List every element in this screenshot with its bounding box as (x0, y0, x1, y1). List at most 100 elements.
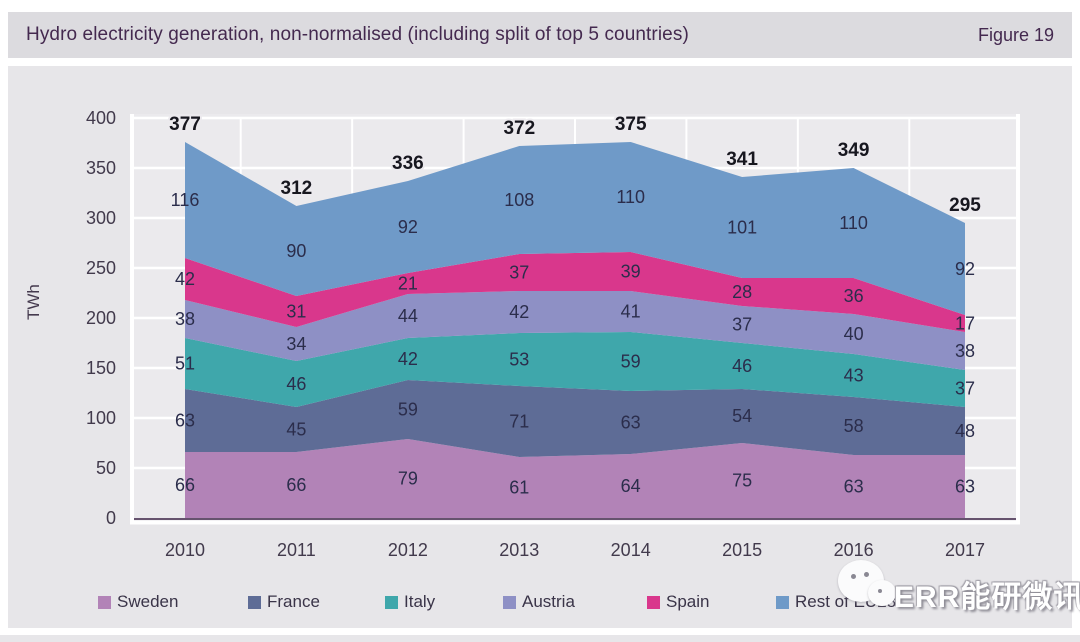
value-label: 28 (732, 282, 752, 302)
total-label: 375 (615, 114, 647, 135)
value-label: 21 (398, 274, 418, 294)
value-label: 63 (175, 411, 195, 431)
value-label: 63 (621, 413, 641, 433)
page-title: Hydro electricity generation, non-normal… (26, 24, 689, 45)
value-label: 64 (621, 476, 641, 496)
value-label: 45 (286, 420, 306, 440)
legend-label: Spain (666, 592, 710, 611)
area-italy (185, 332, 965, 407)
value-label: 51 (175, 354, 195, 374)
value-label: 110 (616, 187, 645, 207)
watermark-text: ERR能研微讯 (894, 581, 1080, 614)
legend-swatch-icon (647, 595, 660, 609)
value-label: 44 (398, 306, 418, 326)
y-tick-label: 0 (106, 508, 116, 528)
value-label: 63 (955, 477, 975, 497)
watermark: ERR能研微讯 (832, 556, 1080, 626)
value-label: 38 (175, 309, 195, 329)
value-label: 42 (509, 302, 529, 322)
legend-item-spain: Spain (647, 592, 710, 611)
value-label: 42 (398, 349, 418, 369)
value-label: 71 (509, 412, 529, 432)
area-sweden (185, 439, 965, 518)
legend-item-sweden: Sweden (98, 592, 179, 611)
y-tick-label: 250 (86, 258, 116, 278)
area-france (185, 380, 965, 457)
value-label: 90 (286, 241, 306, 261)
legend-label: Austria (522, 592, 575, 611)
total-label: 336 (392, 153, 424, 174)
value-label: 31 (286, 302, 306, 322)
legend-swatch-icon (776, 595, 789, 609)
value-label: 37 (732, 315, 752, 335)
value-label: 48 (955, 421, 975, 441)
y-tick-label: 50 (96, 458, 116, 478)
value-label: 40 (844, 324, 864, 344)
value-label: 46 (286, 374, 306, 394)
value-label: 61 (509, 478, 529, 498)
total-label: 372 (503, 118, 535, 139)
total-label: 312 (281, 178, 313, 199)
value-label: 37 (509, 263, 529, 283)
value-label: 36 (844, 286, 864, 306)
x-tick-label: 2014 (611, 540, 651, 560)
bottom-strip (0, 635, 1080, 642)
value-label: 17 (955, 314, 975, 334)
value-label: 110 (839, 213, 868, 233)
value-label: 108 (504, 190, 534, 210)
legend-label: Italy (404, 592, 436, 611)
value-label: 92 (398, 217, 418, 237)
total-label: 341 (726, 149, 758, 170)
x-tick-label: 2017 (945, 540, 985, 560)
value-label: 46 (732, 356, 752, 376)
legend-item-italy: Italy (385, 592, 436, 611)
value-label: 41 (621, 302, 641, 322)
legend-swatch-icon (98, 595, 111, 609)
value-label: 42 (175, 269, 195, 289)
legend-swatch-icon (503, 595, 516, 609)
y-tick-label: 400 (86, 108, 116, 128)
value-label: 43 (844, 366, 864, 386)
y-tick-label: 100 (86, 408, 116, 428)
figure-header: Hydro electricity generation, non-normal… (8, 12, 1072, 58)
value-label: 53 (509, 350, 529, 370)
x-tick-label: 2012 (388, 540, 428, 560)
value-label: 59 (398, 400, 418, 420)
legend-label: France (267, 592, 320, 611)
legend-swatch-icon (248, 595, 261, 609)
total-label: 349 (838, 140, 870, 161)
y-axis-title: TWh (24, 284, 43, 320)
total-label: 295 (949, 195, 981, 216)
total-label: 377 (169, 114, 201, 135)
x-tick-label: 2010 (165, 540, 205, 560)
legend-label: Sweden (117, 592, 179, 611)
x-tick-label: 2013 (499, 540, 539, 560)
value-label: 39 (621, 262, 641, 282)
value-label: 92 (955, 259, 975, 279)
y-tick-label: 300 (86, 208, 116, 228)
area-spain (185, 252, 965, 332)
value-label: 54 (732, 406, 752, 426)
x-tick-label: 2011 (277, 540, 316, 560)
value-label: 63 (844, 477, 864, 497)
value-label: 59 (621, 352, 641, 372)
legend-item-france: France (248, 592, 320, 611)
value-label: 101 (727, 218, 757, 238)
watermark-logo-icon (838, 560, 904, 616)
legend-item-austria: Austria (503, 592, 575, 611)
value-label: 116 (171, 190, 200, 210)
area-rest-of-eu28 (185, 142, 965, 315)
y-tick-label: 350 (86, 158, 116, 178)
value-label: 37 (955, 379, 975, 399)
figure-number-label: Figure 19 (977, 24, 1054, 45)
value-label: 66 (175, 475, 195, 495)
y-tick-label: 150 (86, 358, 116, 378)
area-austria (185, 291, 965, 370)
legend-swatch-icon (385, 595, 398, 609)
value-label: 58 (844, 416, 864, 436)
value-label: 34 (286, 334, 306, 354)
y-tick-label: 200 (86, 308, 116, 328)
value-label: 66 (286, 475, 306, 495)
value-label: 75 (732, 471, 752, 491)
